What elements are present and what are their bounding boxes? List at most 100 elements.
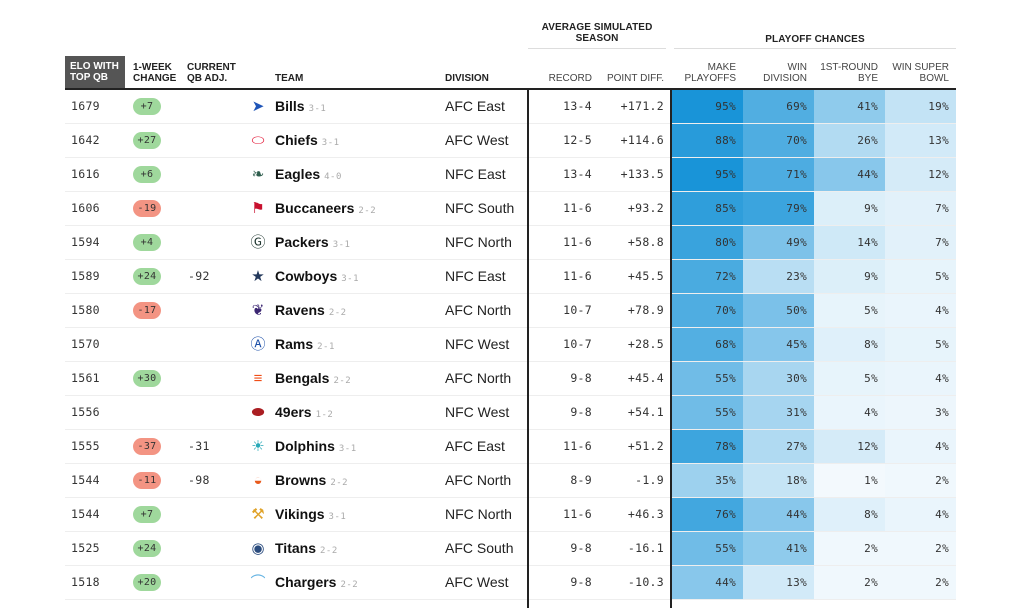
make-playoffs-cell: 80% <box>672 226 743 259</box>
record-cell: 8-9 <box>570 473 592 487</box>
division-cell: AFC East <box>445 438 505 454</box>
team-cell[interactable]: Vikings 3-1 <box>275 498 346 531</box>
division-cell: NFC East <box>445 268 506 284</box>
table-row[interactable]: 1544 -11 -98 ◒ Browns 2-2 AFC North 8-9 -1.9 35% 1… <box>65 464 956 498</box>
win-division-cell: 50% <box>743 294 814 327</box>
group-header-playoff: PLAYOFF CHANCES <box>765 34 865 45</box>
bye-cell: 8% <box>814 498 885 531</box>
team-cell[interactable]: Chargers 2-2 <box>275 566 358 599</box>
team-cell[interactable]: 49ers 1-2 <box>275 396 333 429</box>
point-diff-cell: +93.2 <box>627 201 664 215</box>
dolphins-logo-icon: ☀ <box>251 438 265 455</box>
bye-cell: 9% <box>814 260 885 293</box>
elo-cell: 1544 <box>71 473 100 487</box>
49ers-logo-icon: ⬬ <box>251 404 265 421</box>
playoff-group-rule <box>674 48 956 49</box>
bye-cell: 4% <box>814 396 885 429</box>
point-diff-cell: -16.1 <box>627 541 664 555</box>
team-cell[interactable]: Bengals 2-2 <box>275 362 351 395</box>
bye-cell: 26% <box>814 124 885 157</box>
bye-cell: 2% <box>814 532 885 565</box>
column-header-bye[interactable]: 1ST-ROUND BYE <box>814 62 878 84</box>
table-row[interactable]: 1525 +24 ◉ Titans 2-2 AFC South 9-8 -16.1 55% 41%… <box>65 532 956 566</box>
table-row[interactable]: 1570 Ⓐ Rams 2-1 NFC West 10-7 +28.5 68% 45% 8% 5% <box>65 328 956 362</box>
team-cell[interactable]: Bills 3-1 <box>275 90 326 123</box>
division-cell: NFC South <box>445 200 515 216</box>
make-playoffs-cell: 95% <box>672 90 743 123</box>
win-division-cell: 49% <box>743 226 814 259</box>
division-cell: AFC East <box>445 98 505 114</box>
elo-cell: 1679 <box>71 99 100 113</box>
division-cell: AFC West <box>445 132 509 148</box>
table-row[interactable]: 1594 +4 Ⓖ Packers 3-1 NFC North 11-6 +58.8 80% 49… <box>65 226 956 260</box>
win-division-cell: 69% <box>743 90 814 123</box>
point-diff-cell: +171.2 <box>620 99 664 113</box>
season-group-rule <box>528 48 666 49</box>
team-cell[interactable]: Chiefs 3-1 <box>275 124 340 157</box>
win-division-cell: 31% <box>743 396 814 429</box>
vikings-logo-icon: ⚒ <box>251 506 265 523</box>
elo-cell: 1606 <box>71 201 100 215</box>
table-row[interactable]: 1679 +7 ➤ Bills 3-1 AFC East 13-4 +171.2 95% 69% 4… <box>65 90 956 124</box>
bye-cell: 5% <box>814 362 885 395</box>
column-header-change[interactable]: 1-WEEK CHANGE <box>133 62 176 84</box>
column-header-win-division[interactable]: WIN DIVISION <box>743 62 807 84</box>
cowboys-logo-icon: ★ <box>251 268 265 285</box>
team-current-record: 3-1 <box>308 104 327 114</box>
elo-cell: 1594 <box>71 235 100 249</box>
make-playoffs-cell: 88% <box>672 124 743 157</box>
division-cell: NFC North <box>445 506 512 522</box>
team-cell[interactable]: Dolphins 3-1 <box>275 430 357 463</box>
column-header-qb-adj[interactable]: CURRENT QB ADJ. <box>187 62 236 84</box>
super-bowl-cell: 12% <box>885 158 956 191</box>
record-cell: 11-6 <box>563 439 592 453</box>
point-diff-cell: +51.2 <box>627 439 664 453</box>
bye-cell: 9% <box>814 192 885 225</box>
table-row[interactable]: 1518 +20 ⌒ Chargers 2-2 AFC West 9-8 -10.3 44% 13… <box>65 566 956 600</box>
table-row[interactable]: 1556 ⬬ 49ers 1-2 NFC West 9-8 +54.1 55% 31% 4% 3% <box>65 396 956 430</box>
bengals-logo-icon: ≡ <box>253 370 263 387</box>
table-row[interactable]: 1616 +6 ❧ Eagles 4-0 NFC East 13-4 +133.5 95% 71%… <box>65 158 956 192</box>
team-cell[interactable]: Cowboys 3-1 <box>275 260 359 293</box>
team-name: Dolphins <box>275 438 335 454</box>
team-cell[interactable]: Rams 2-1 <box>275 328 335 361</box>
team-current-record: 2-2 <box>328 308 347 318</box>
record-cell: 11-6 <box>563 269 592 283</box>
team-cell[interactable]: Buccaneers 2-2 <box>275 192 376 225</box>
table-row[interactable]: 1544 +7 ⚒ Vikings 3-1 NFC North 11-6 +46.3 76% 44… <box>65 498 956 532</box>
team-name: Titans <box>275 540 316 556</box>
column-header-team[interactable]: TEAM <box>275 73 304 84</box>
eagles-logo-icon: ❧ <box>251 166 265 183</box>
column-header-point-diff[interactable]: POINT DIFF. <box>606 73 664 84</box>
table-row[interactable]: 1580 -17 ❦ Ravens 2-2 AFC North 10-7 +78.9 70% 50… <box>65 294 956 328</box>
column-header-super-bowl[interactable]: WIN SUPER BOWL <box>885 62 949 84</box>
bye-cell: 14% <box>814 226 885 259</box>
bye-cell: 2% <box>814 566 885 599</box>
team-name: Ravens <box>275 302 325 318</box>
team-cell[interactable]: Titans 2-2 <box>275 532 338 565</box>
table-body: 1679 +7 ➤ Bills 3-1 AFC East 13-4 +171.2 95% 69% 4… <box>65 90 956 600</box>
team-cell[interactable]: Packers 3-1 <box>275 226 350 259</box>
table-row[interactable]: 1589 +24 -92 ★ Cowboys 3-1 NFC East 11-6 +45.5 72… <box>65 260 956 294</box>
team-name: Vikings <box>275 506 325 522</box>
column-header-division[interactable]: DIVISION <box>445 73 489 84</box>
super-bowl-cell: 7% <box>885 226 956 259</box>
table-row[interactable]: 1642 +27 ⬭ Chiefs 3-1 AFC West 12-5 +114.6 88% 70… <box>65 124 956 158</box>
team-cell[interactable]: Browns 2-2 <box>275 464 348 497</box>
point-diff-cell: +28.5 <box>627 337 664 351</box>
change-badge: +27 <box>133 132 161 149</box>
elo-cell: 1518 <box>71 575 100 589</box>
division-cell: NFC North <box>445 234 512 250</box>
table-row[interactable]: 1555 -37 -31 ☀ Dolphins 3-1 AFC East 11-6 +51.2 7… <box>65 430 956 464</box>
column-header-record[interactable]: RECORD <box>548 73 592 84</box>
super-bowl-cell: 2% <box>885 464 956 497</box>
bye-cell: 44% <box>814 158 885 191</box>
column-header-make-playoffs[interactable]: MAKE PLAYOFFS <box>672 62 737 84</box>
column-header-elo[interactable]: ELO WITH TOP QB <box>65 56 125 88</box>
team-cell[interactable]: Ravens 2-2 <box>275 294 347 327</box>
change-badge: +20 <box>133 574 161 591</box>
super-bowl-cell: 4% <box>885 362 956 395</box>
table-row[interactable]: 1606 -19 ⚑ Buccaneers 2-2 NFC South 11-6 +93.2 8… <box>65 192 956 226</box>
table-row[interactable]: 1561 +30 ≡ Bengals 2-2 AFC North 9-8 +45.4 55% 30… <box>65 362 956 396</box>
team-cell[interactable]: Eagles 4-0 <box>275 158 342 191</box>
